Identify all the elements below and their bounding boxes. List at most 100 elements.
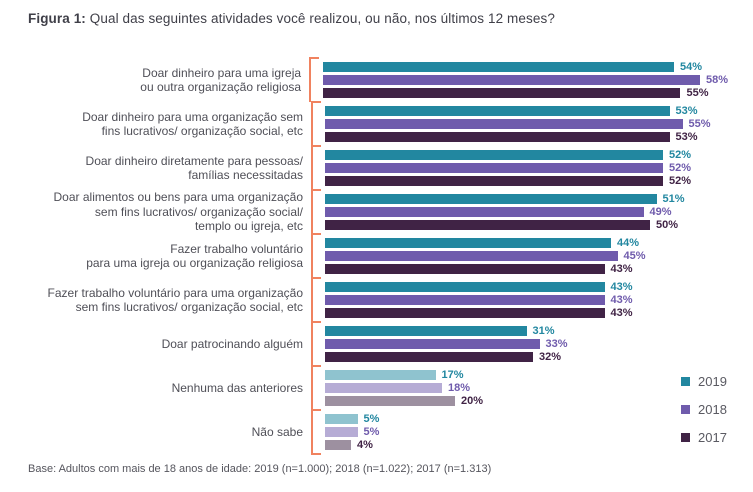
bar-2019 xyxy=(325,194,657,204)
bar-value-label: 49% xyxy=(649,206,672,218)
bar-value-label: 58% xyxy=(705,74,728,86)
bar-value-label: 50% xyxy=(656,219,679,231)
bar-value-label: 17% xyxy=(441,369,464,381)
base-note: Base: Adultos com mais de 18 anos de ida… xyxy=(28,463,492,475)
bar-value-label: 44% xyxy=(617,237,640,249)
category-label-line: Doar dinheiro para uma igreja xyxy=(142,65,302,80)
bar-2018 xyxy=(325,163,663,173)
category-label-line: sem fins lucrativos/ organização social/ xyxy=(94,204,303,219)
bar-row: 50% xyxy=(325,219,728,231)
bar-2017 xyxy=(325,176,663,186)
group-bars: 51% 49% 50% xyxy=(325,190,728,234)
bar-row: 32% xyxy=(325,351,728,363)
bar-value-label: 52% xyxy=(669,149,692,161)
group-bracket xyxy=(311,145,325,190)
category-label-line: Doar dinheiro diretamente para pessoas/ xyxy=(85,153,303,168)
bar-2017 xyxy=(322,88,681,98)
bar-row: 17% xyxy=(325,369,728,381)
legend-swatch-icon xyxy=(681,433,690,442)
group-bars: 54% 58% 55% xyxy=(322,58,728,102)
bar-row: 43% xyxy=(325,294,728,306)
bar-2019 xyxy=(325,370,436,380)
figure-title-prefix: Figura 1: xyxy=(28,11,86,26)
legend-item-2017: 2017 xyxy=(681,430,727,445)
group-bars: 53% 55% 53% xyxy=(325,102,728,146)
category-label: Nenhuma das anteriores xyxy=(28,366,311,410)
category-label-line: Doar patrocinando alguém xyxy=(161,336,303,351)
bar-2018 xyxy=(325,251,618,261)
group-bracket xyxy=(311,321,325,366)
chart-group: Doar dinheiro diretamente para pessoas/f… xyxy=(28,145,728,190)
bar-row: 18% xyxy=(325,382,728,394)
bar-2018 xyxy=(325,427,358,437)
chart-group: Doar patrocinando alguém 31% 33% 32% xyxy=(28,321,728,366)
category-label-line: Doar alimentos ou bens para uma organiza… xyxy=(53,190,303,205)
bar-value-label: 55% xyxy=(688,118,711,130)
bar-row: 53% xyxy=(325,106,728,117)
group-bracket xyxy=(311,233,325,278)
bar-2018 xyxy=(325,295,605,305)
group-bracket xyxy=(309,57,323,102)
bar-2017 xyxy=(325,308,605,318)
bar-value-label: 43% xyxy=(610,294,633,306)
group-bars: 31% 33% 32% xyxy=(325,322,728,366)
group-bracket xyxy=(311,277,325,322)
bar-2017 xyxy=(325,396,455,406)
bar-row: 5% xyxy=(325,413,728,425)
bar-2019 xyxy=(322,62,674,72)
bar-value-label: 45% xyxy=(623,250,646,262)
bar-value-label: 32% xyxy=(539,351,562,363)
bar-row: 51% xyxy=(325,194,728,205)
bar-value-label: 18% xyxy=(448,382,471,394)
bar-2019 xyxy=(325,414,358,424)
group-bars: 52% 52% 52% xyxy=(325,146,728,190)
bar-row: 44% xyxy=(325,237,728,249)
chart-group: Nenhuma das anteriores 17% 18% 20% xyxy=(28,365,728,410)
bar-value-label: 33% xyxy=(545,338,568,350)
chart-group: Doar dinheiro para uma organização sem fi… xyxy=(28,101,728,146)
category-label: Doar dinheiro para uma organização sem fi… xyxy=(28,102,311,146)
bar-row: 54% xyxy=(322,62,728,73)
legend-item-2019: 2019 xyxy=(681,374,727,389)
category-label: Fazer trabalho voluntário para uma igreja… xyxy=(28,234,311,278)
bar-2017 xyxy=(325,352,533,362)
bar-2018 xyxy=(325,207,644,217)
bar-2019 xyxy=(325,238,611,248)
bar-row: 4% xyxy=(325,439,728,451)
bar-row: 43% xyxy=(325,308,728,319)
bar-row: 31% xyxy=(325,325,728,337)
bar-row: 55% xyxy=(325,118,728,130)
bar-2018 xyxy=(325,119,683,129)
group-bars: 44% 45% 43% xyxy=(325,234,728,278)
bar-row: 55% xyxy=(322,88,728,99)
category-label: Doar dinheiro diretamente para pessoas/f… xyxy=(28,146,311,190)
category-label-line: ou outra organização religiosa xyxy=(140,80,302,94)
category-label: Doar patrocinando alguém xyxy=(28,322,311,366)
bar-value-label: 52% xyxy=(669,162,692,174)
category-label: Fazer trabalho voluntário para uma organ… xyxy=(28,278,311,322)
bar-row: 52% xyxy=(325,176,728,187)
chart-group: Fazer trabalho voluntário para uma organ… xyxy=(28,277,728,322)
category-label-line: Fazer trabalho voluntário para uma organ… xyxy=(47,285,303,300)
bar-row: 43% xyxy=(325,264,728,275)
bar-2019 xyxy=(325,282,605,292)
bar-2019 xyxy=(325,106,670,116)
category-label: Não sabe xyxy=(28,410,311,454)
legend-swatch-icon xyxy=(681,405,690,414)
bar-2017 xyxy=(325,440,351,450)
category-label-line: templo ou igreja, etc xyxy=(194,219,303,234)
category-label: Doar dinheiro para uma igreja ou outra or… xyxy=(28,58,309,102)
group-bars: 43% 43% 43% xyxy=(325,278,728,322)
bar-value-label: 5% xyxy=(363,413,380,425)
bar-value-label: 4% xyxy=(357,439,373,451)
bar-row: 52% xyxy=(325,149,728,161)
bar-row: 58% xyxy=(322,74,728,86)
bar-row: 20% xyxy=(325,396,728,407)
bar-row: 53% xyxy=(325,132,728,143)
group-bars: 17% 18% 20% xyxy=(325,366,728,410)
category-label-line: Fazer trabalho voluntário xyxy=(170,241,303,256)
bar-value-label: 31% xyxy=(532,325,555,337)
bar-2018 xyxy=(325,339,540,349)
legend-label: 2018 xyxy=(698,402,727,417)
category-label-line: para uma igreja ou organização religiosa xyxy=(86,256,303,270)
